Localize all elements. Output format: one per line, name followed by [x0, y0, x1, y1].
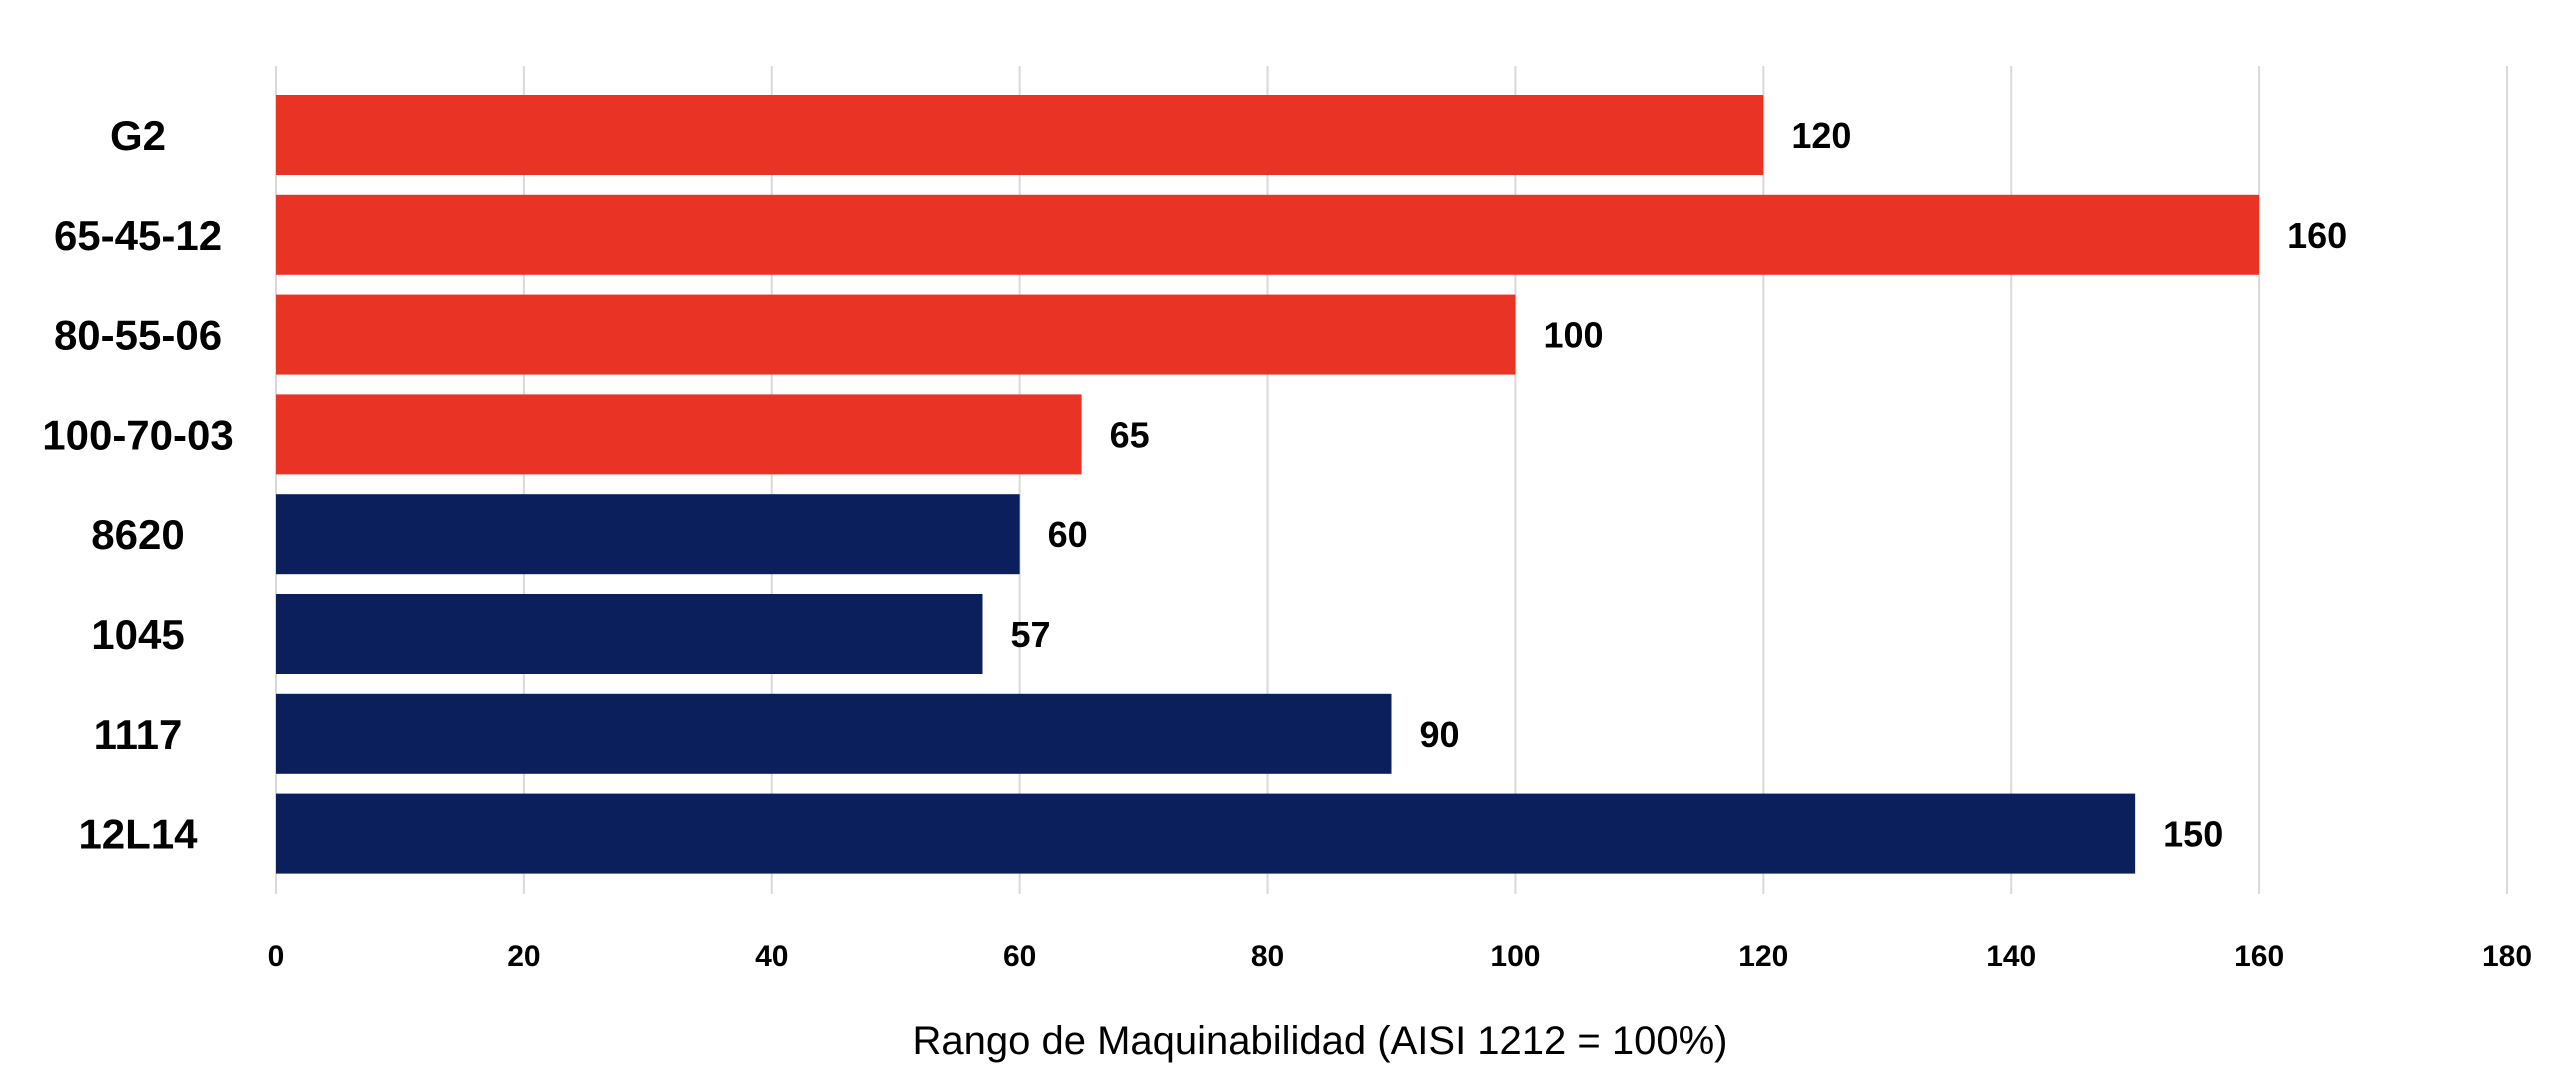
x-axis-title: Rango de Maquinabilidad (AISI 1212 = 100…: [913, 1019, 1728, 1063]
bar: [276, 793, 2136, 874]
x-tick-label: 120: [1738, 940, 1788, 973]
category-label: 65-45-12: [54, 212, 222, 259]
x-tick-label: 160: [2234, 940, 2284, 973]
category-label: 1117: [94, 711, 183, 758]
x-tick-label: 100: [1490, 940, 1540, 973]
value-label: 60: [1048, 514, 1088, 555]
value-label: 65: [1110, 414, 1150, 455]
x-tick-label: 0: [268, 940, 285, 973]
bar: [276, 194, 2260, 275]
category-label: 100-70-03: [42, 411, 233, 458]
value-label: 100: [1543, 315, 1603, 356]
x-tick-label: 80: [1251, 940, 1284, 973]
bar: [276, 693, 1392, 774]
bar: [276, 394, 1082, 475]
value-label: 150: [2163, 814, 2223, 855]
value-label: 160: [2287, 215, 2347, 256]
value-label: 57: [1010, 614, 1050, 655]
bar: [276, 594, 983, 674]
bars: [276, 95, 2260, 874]
x-tick-label: 180: [2482, 940, 2532, 973]
value-label: 120: [1791, 115, 1851, 156]
value-labels: 120 160 100 65 60 57 90 150: [1010, 115, 2347, 855]
bar: [276, 294, 1516, 375]
category-labels: G2 65-45-12 80-55-06 100-70-03 8620 1045 1117 1…: [42, 112, 233, 858]
category-label: 80-55-06: [54, 312, 222, 359]
value-label: 90: [1420, 714, 1460, 755]
bar: [276, 494, 1020, 575]
x-tick-label: 40: [755, 940, 788, 973]
category-label: 8620: [91, 511, 184, 558]
bar: [276, 95, 1764, 175]
category-label: G2: [110, 112, 166, 159]
category-label: 1045: [91, 611, 184, 658]
x-tick-label: 20: [507, 940, 540, 973]
category-label: 12L14: [78, 811, 198, 858]
x-tick-label: 60: [1003, 940, 1036, 973]
x-tick-label: 140: [1986, 940, 2036, 973]
x-tick-labels: 0 20 40 60 80 100 120 140 160 180: [268, 940, 2532, 973]
